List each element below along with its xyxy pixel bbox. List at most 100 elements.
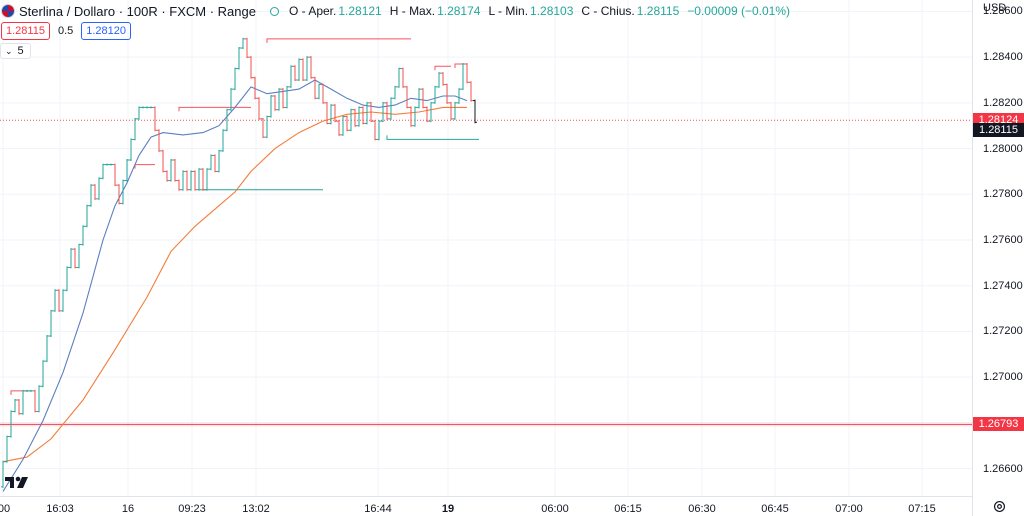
price-bar <box>253 76 257 100</box>
market-status-icon[interactable] <box>269 6 279 16</box>
price-bar <box>453 101 457 120</box>
price-bar <box>133 117 137 141</box>
price-bar <box>465 63 469 84</box>
symbol-title[interactable]: Sterlina / Dollaro · 100R · FXCM · Range <box>19 3 256 19</box>
price-bar <box>313 76 317 100</box>
price-bar <box>349 108 353 132</box>
price-bar <box>77 243 81 269</box>
price-bar <box>361 106 365 125</box>
price-bar <box>109 163 113 166</box>
price-bar <box>425 106 429 123</box>
price-axis-tick: 1.27000 <box>983 371 1023 384</box>
price-bar <box>429 101 433 123</box>
tradingview-logo-icon[interactable] <box>4 474 30 490</box>
price-bar <box>37 385 41 413</box>
price-bar <box>201 168 205 191</box>
price-bar <box>241 37 245 49</box>
sell-button[interactable]: 1.28115 <box>1 22 50 40</box>
price-bar <box>49 309 53 337</box>
range-box-line <box>386 135 479 140</box>
price-bar <box>121 179 125 205</box>
settings-gear-icon[interactable] <box>993 500 1006 513</box>
price-bar <box>189 170 193 191</box>
price-bar <box>397 67 401 88</box>
price-bar <box>225 108 229 132</box>
price-bar <box>165 170 169 182</box>
price-bar <box>289 65 293 88</box>
symbol-legend[interactable]: Sterlina / Dollaro · 100R · FXCM · Range… <box>0 2 798 20</box>
price-bar <box>261 117 265 139</box>
price-bar <box>233 67 237 91</box>
price-bar <box>369 101 373 123</box>
price-axis-tick: 1.27400 <box>983 279 1023 292</box>
indicators-toggle-button[interactable]: ⌄ 5 <box>0 43 31 59</box>
price-bar <box>433 85 437 104</box>
range-box-line <box>198 185 323 191</box>
range-box-line <box>134 164 155 169</box>
price-bar <box>473 99 477 124</box>
price-bar <box>301 58 305 81</box>
price-bar <box>9 410 13 438</box>
range-box-line <box>454 63 467 68</box>
price-axis-tick: 1.27800 <box>983 188 1023 201</box>
price-bar <box>213 154 217 173</box>
price-bar <box>65 266 69 292</box>
price-bar <box>297 58 301 81</box>
price-bar <box>445 83 449 104</box>
price-bar <box>73 248 77 269</box>
time-axis-tick: 19 <box>441 503 455 515</box>
price-bar <box>29 389 33 392</box>
price-bar <box>33 389 37 413</box>
price-bar <box>401 67 405 88</box>
price-bar <box>89 184 93 207</box>
price-bar <box>317 83 321 100</box>
price-bar <box>193 170 197 191</box>
price-axis-border <box>972 0 973 516</box>
range-box-line <box>434 65 451 71</box>
grid-layer <box>0 0 972 496</box>
price-bar <box>337 120 341 136</box>
price-bar <box>365 101 369 125</box>
price-bar <box>277 88 281 111</box>
price-bar <box>97 177 101 200</box>
price-bar <box>377 120 381 141</box>
fast-moving-average-line <box>2 79 468 492</box>
gbp-usd-flag-icon <box>1 4 15 18</box>
price-bar <box>281 88 285 109</box>
price-bar <box>469 81 473 102</box>
price-bar <box>381 101 385 123</box>
price-bar <box>321 83 325 104</box>
price-bar <box>293 65 297 81</box>
time-axis-tick: 06:45 <box>761 503 789 515</box>
price-bar <box>173 159 177 182</box>
range-box-line <box>178 106 251 112</box>
price-axis-tick: 1.27600 <box>983 234 1023 246</box>
price-bar <box>309 56 313 79</box>
range-box-line <box>266 38 411 43</box>
currency-label[interactable]: USD <box>983 2 1007 14</box>
price-bar <box>457 88 461 104</box>
price-bar <box>61 289 65 312</box>
price-bar <box>417 88 421 109</box>
chevron-down-icon: ⌄ <box>5 46 13 56</box>
high-label: H - Max. <box>389 4 436 18</box>
trade-buttons: 1.28115 0.5 1.28120 <box>0 22 132 40</box>
slow-moving-average-line <box>2 106 467 463</box>
price-bar <box>405 85 409 109</box>
price-bar <box>237 47 241 70</box>
price-bar <box>285 85 289 109</box>
price-bar <box>185 170 189 191</box>
price-bar <box>353 108 357 127</box>
price-bar <box>45 335 49 363</box>
buy-button[interactable]: 1.28120 <box>81 22 132 40</box>
price-bar <box>449 101 453 120</box>
price-bar <box>269 95 273 118</box>
time-axis-tick: 00 <box>0 503 11 515</box>
price-bar <box>329 104 333 125</box>
indicators-toggle[interactable]: ⌄ 5 <box>0 43 31 59</box>
price-bar <box>229 88 233 111</box>
price-plot[interactable] <box>0 0 972 496</box>
price-bar <box>385 101 389 120</box>
price-bar <box>461 63 465 91</box>
